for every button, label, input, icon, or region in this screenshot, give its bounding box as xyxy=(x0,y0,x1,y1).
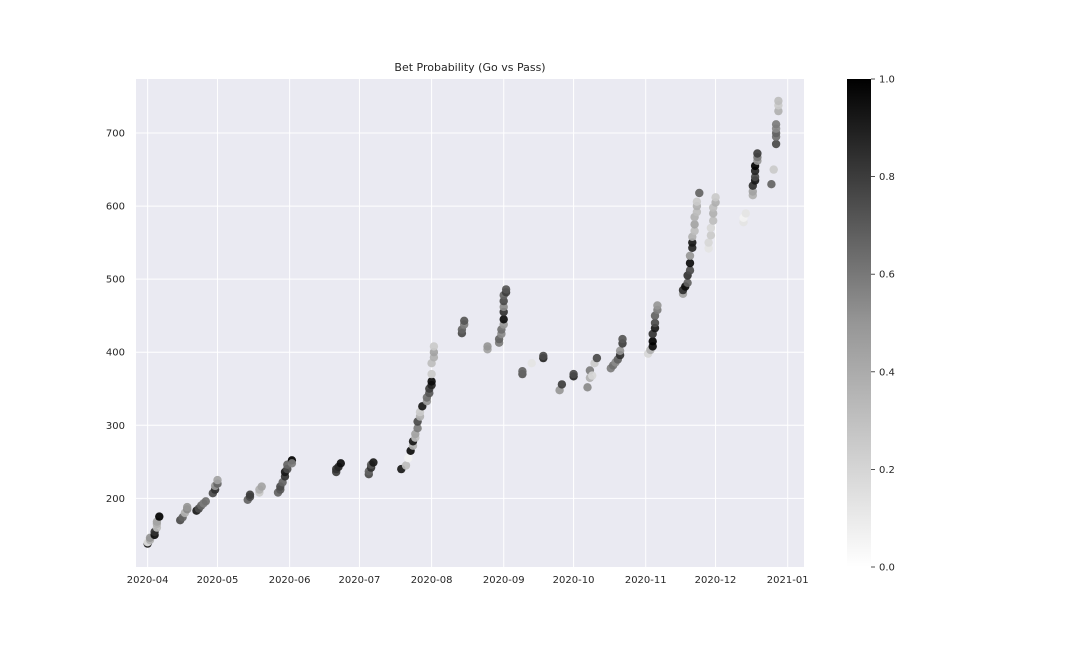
scatter-point xyxy=(741,209,750,218)
data-points xyxy=(143,96,783,548)
scatter-point xyxy=(618,334,627,344)
scatter-point xyxy=(427,377,436,386)
colorbar-tick-label: 1.0 xyxy=(879,75,895,86)
x-tick-label: 2020-08 xyxy=(411,575,453,586)
scatter-point xyxy=(748,187,757,196)
x-tick-label: 2021-01 xyxy=(767,575,809,586)
scatter-point xyxy=(653,301,662,310)
colorbar xyxy=(847,79,871,567)
scatter-point xyxy=(706,223,716,233)
scatter-point xyxy=(213,475,222,485)
scatter-point xyxy=(155,512,164,521)
scatter-point xyxy=(692,197,702,206)
y-tick-label: 600 xyxy=(106,202,125,213)
scatter-point xyxy=(695,188,704,198)
x-tick-label: 2020-12 xyxy=(695,575,737,586)
scatter-point xyxy=(774,106,783,116)
x-tick-label: 2020-07 xyxy=(339,575,381,586)
scatter-point xyxy=(692,207,702,217)
x-tick-label: 2020-04 xyxy=(127,575,169,586)
scatter-point xyxy=(401,461,411,470)
scatter-point xyxy=(501,285,511,294)
scatter-point xyxy=(648,337,657,346)
scatter-point xyxy=(709,209,718,218)
x-tick-label: 2020-05 xyxy=(197,575,239,586)
scatter-point xyxy=(650,318,660,328)
scatter-point xyxy=(685,258,695,268)
scatter-point xyxy=(499,296,508,306)
scatter-point xyxy=(753,149,762,158)
scatter-point xyxy=(527,359,536,368)
scatter-point xyxy=(336,459,345,468)
scatter-point xyxy=(685,266,695,275)
scatter-point xyxy=(427,369,436,379)
x-tick-label: 2020-10 xyxy=(553,575,595,586)
x-tick-label: 2020-06 xyxy=(269,575,311,586)
scatter-point xyxy=(685,251,695,260)
scatter-point xyxy=(245,490,255,499)
colorbar-tick-label: 0.0 xyxy=(879,563,895,574)
scatter-point xyxy=(711,193,720,202)
y-tick-label: 200 xyxy=(106,494,125,505)
scatter-point xyxy=(771,120,781,129)
colorbar-ticks: 0.0 0.2 0.4 0.6 0.8 1.0 xyxy=(871,75,895,574)
scatter-point xyxy=(557,380,567,389)
scatter-point xyxy=(704,238,713,247)
scatter-point xyxy=(583,383,592,392)
scatter-point xyxy=(683,278,692,287)
colorbar-tick-label: 0.4 xyxy=(879,367,895,378)
colorbar-tick-label: 0.2 xyxy=(879,465,895,476)
scatter-point xyxy=(774,96,783,106)
scatter-point xyxy=(413,424,422,433)
scatter-point xyxy=(429,342,439,351)
scatter-point xyxy=(588,371,597,380)
scatter-point xyxy=(690,226,699,236)
scatter-point xyxy=(460,316,469,325)
scatter-point xyxy=(287,459,297,468)
scatter-point xyxy=(499,302,508,312)
scatter-point xyxy=(767,180,776,189)
scatter-point xyxy=(750,172,760,182)
scatter-point xyxy=(709,216,718,225)
y-tick-label: 500 xyxy=(106,275,125,286)
scatter-point xyxy=(769,165,778,174)
scatter-point xyxy=(183,502,192,512)
x-tick-label: 2020-11 xyxy=(625,575,667,586)
y-tick-label: 400 xyxy=(106,348,125,359)
scatter-point xyxy=(771,139,781,149)
y-tick-label: 300 xyxy=(106,421,125,432)
x-axis-ticks: 2020-04 2020-05 2020-06 2020-07 2020-08 2020-… xyxy=(127,575,809,586)
x-tick-label: 2020-09 xyxy=(483,575,525,586)
scatter-point xyxy=(499,315,508,324)
scatter-point xyxy=(404,453,413,463)
scatter-point xyxy=(592,353,602,363)
scatter-point xyxy=(704,244,713,253)
chart-title: Bet Probability (Go vs Pass) xyxy=(394,61,545,74)
scatter-point xyxy=(706,231,716,240)
colorbar-tick-label: 0.6 xyxy=(879,270,895,281)
colorbar-tick-label: 0.8 xyxy=(879,172,895,183)
scatter-point xyxy=(483,342,492,351)
scatter-point xyxy=(539,351,548,361)
scatter-point xyxy=(690,220,699,229)
scatter-point xyxy=(201,497,210,506)
scatter-point xyxy=(688,238,697,247)
scatter-point xyxy=(257,482,266,491)
y-axis-ticks: 200 300 400 500 600 700 xyxy=(106,129,125,505)
scatter-point xyxy=(429,348,439,357)
plot-area-background xyxy=(136,79,804,567)
scatter-point xyxy=(369,458,378,467)
scatter-point xyxy=(518,367,527,376)
y-tick-label: 700 xyxy=(106,129,125,140)
scatter-point xyxy=(615,346,625,355)
scatter-point xyxy=(569,369,578,379)
